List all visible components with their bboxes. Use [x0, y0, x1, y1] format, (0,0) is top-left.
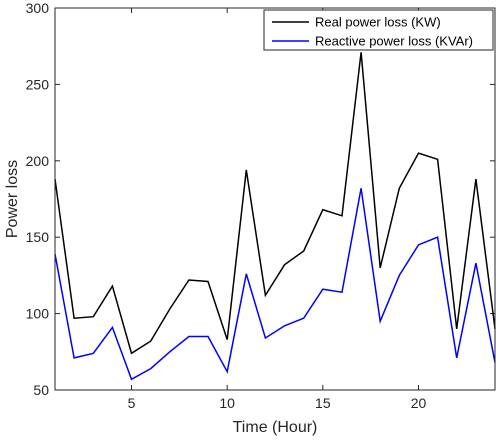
x-tick-label: 10 [219, 395, 235, 411]
y-tick-label: 50 [33, 382, 49, 398]
x-tick-label: 15 [315, 395, 331, 411]
x-axis-label: Time (Hour) [233, 419, 318, 436]
legend-entry-1: Real power loss (KW) [315, 15, 441, 30]
series-line-1 [54, 52, 496, 355]
legend-entry-2: Reactive power loss (KVAr) [315, 34, 473, 49]
legend: Real power loss (KW) Reactive power loss … [263, 9, 494, 51]
axis-ticks: 5 10 15 20 50 100 150 200 250 300 [26, 0, 495, 411]
plot-area-frame [54, 7, 496, 391]
y-axis-label: Power loss [4, 160, 21, 238]
y-tick-label: 150 [26, 229, 50, 245]
x-tick-label: 20 [411, 395, 427, 411]
y-tick-label: 200 [26, 153, 50, 169]
series-layer [54, 52, 496, 381]
legend-box [263, 9, 494, 51]
y-tick-label: 300 [26, 0, 50, 16]
x-tick-label: 5 [128, 395, 136, 411]
y-tick-label: 250 [26, 76, 50, 92]
series-line-2 [54, 188, 496, 381]
y-tick-label: 100 [26, 306, 50, 322]
